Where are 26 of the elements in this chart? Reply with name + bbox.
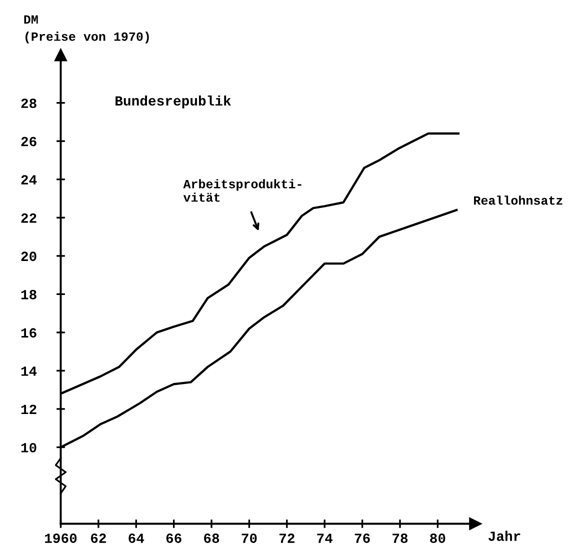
y-tick-label: 20 xyxy=(21,252,36,262)
y-tick-label: 10 xyxy=(21,442,36,452)
series-label: Arbeitsprodukti- vität xyxy=(183,179,302,202)
y-tick-label: 28 xyxy=(21,98,36,108)
text: Bundesrepublik xyxy=(116,95,231,108)
x-tick-label: 70 xyxy=(242,534,257,543)
y-tick-label: 22 xyxy=(21,213,36,223)
y-axis-title: DM (Preise von 1970) xyxy=(24,15,149,44)
x-tick-label: 64 xyxy=(128,534,144,543)
y-tick-label: 12 xyxy=(21,404,36,414)
x-tick-label: 72 xyxy=(279,534,294,543)
y-tick-label: 16 xyxy=(21,328,36,338)
x-tick-label: 1960 xyxy=(45,534,77,543)
x-tick-label: 78 xyxy=(392,534,408,543)
x-tick-label: 66 xyxy=(166,534,182,543)
x-tick-label: 80 xyxy=(430,534,446,543)
x-tick-label: 62 xyxy=(90,534,106,543)
y-tick-label: 26 xyxy=(21,136,36,146)
x-tick-label: 76 xyxy=(354,534,370,543)
x-tick-label: 68 xyxy=(204,534,220,543)
x-tick-label: 74 xyxy=(317,534,333,543)
y-tick-label: 14 xyxy=(21,366,37,376)
y-tick-label: 18 xyxy=(21,290,36,300)
y-tick-label: 24 xyxy=(21,175,37,184)
series-label: Reallohnsatz xyxy=(474,196,562,205)
x-axis-title: Jahr xyxy=(488,530,520,541)
